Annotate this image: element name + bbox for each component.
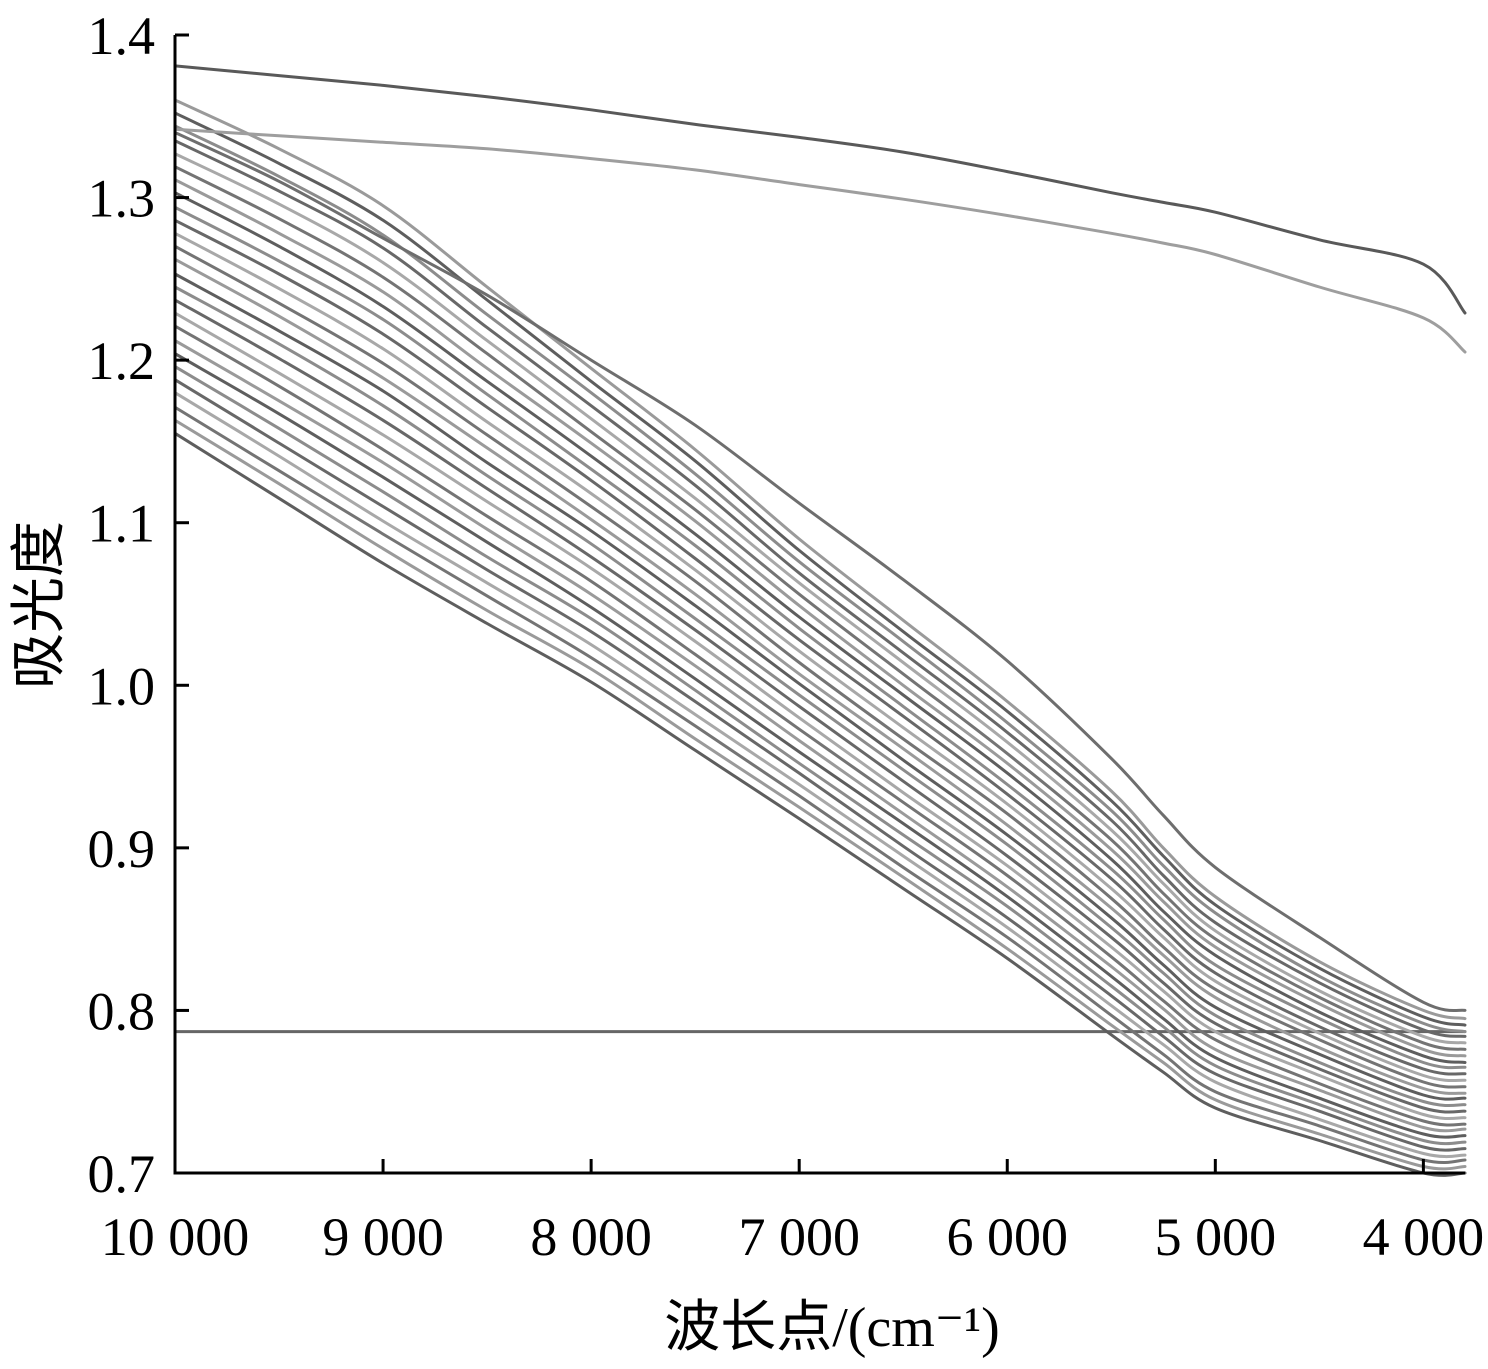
y-tick-label: 1.0 xyxy=(88,656,156,716)
y-tick-label: 0.7 xyxy=(88,1144,156,1204)
spectrum-line-10 xyxy=(175,324,1467,1127)
x-tick-label: 5 000 xyxy=(1155,1207,1277,1267)
spectrum-line-28 xyxy=(175,131,1467,1012)
spectrum-line-14 xyxy=(175,272,1467,1101)
spectrum-line-8 xyxy=(175,352,1467,1139)
y-tick-label: 0.9 xyxy=(88,819,156,879)
x-tick-label: 6 000 xyxy=(947,1207,1069,1267)
spectrum-line-13 xyxy=(175,285,1467,1108)
x-tick-label: 9 000 xyxy=(322,1207,444,1267)
spectrum-line-24 xyxy=(175,139,1467,1038)
y-tick-label: 1.1 xyxy=(88,494,156,554)
x-tick-label: 10 000 xyxy=(101,1207,250,1267)
spectrum-line-26 xyxy=(175,111,1467,1027)
spectrum-line-20 xyxy=(175,191,1467,1064)
y-tick-label: 1.3 xyxy=(88,169,156,229)
spectrum-line-25 xyxy=(175,124,1467,1034)
y-tick-label: 0.8 xyxy=(88,981,156,1041)
x-tick-label: 7 000 xyxy=(738,1207,860,1267)
x-tick-label: 4 000 xyxy=(1363,1207,1485,1267)
y-tick-label: 1.2 xyxy=(88,331,156,391)
spectrum-line-29 xyxy=(175,127,1467,354)
spectrum-line-21 xyxy=(175,178,1467,1058)
y-axis-title: 吸光度 xyxy=(9,521,71,689)
spectrum-line-7 xyxy=(175,365,1467,1146)
spectrum-line-5 xyxy=(175,391,1467,1159)
spectrum-line-19 xyxy=(175,205,1467,1070)
x-axis-ticks: 10 000 9 000 8 000 7 000 6 000 5 000 4 000 xyxy=(101,1159,1484,1267)
spectrum-line-2 xyxy=(175,431,1467,1177)
y-tick-label: 1.4 xyxy=(88,6,156,66)
spectrum-line-16 xyxy=(175,244,1467,1089)
spectrum-line-23 xyxy=(175,152,1467,1045)
spectra-lines xyxy=(175,64,1467,1177)
spectrum-line-6 xyxy=(175,378,1467,1152)
spectrum-line-15 xyxy=(175,257,1467,1095)
spectrum-line-17 xyxy=(175,231,1467,1083)
spectrum-line-4 xyxy=(175,405,1467,1165)
spectrum-line-11 xyxy=(175,311,1467,1121)
spectrum-line-9 xyxy=(175,339,1467,1133)
y-axis-ticks: 1.4 1.3 1.2 1.1 1.0 0.9 0.8 0.7 xyxy=(88,6,189,1204)
spectrum-line-30 xyxy=(175,64,1467,315)
spectrum-line-22 xyxy=(175,165,1467,1051)
spectrum-line-27 xyxy=(175,98,1467,1021)
x-tick-label: 8 000 xyxy=(530,1207,652,1267)
spectrum-line-3 xyxy=(175,418,1467,1171)
spectrum-line-18 xyxy=(175,218,1467,1076)
x-axis-title: 波长点/(cm⁻¹) xyxy=(664,1297,1000,1359)
spectrum-line-12 xyxy=(175,298,1467,1114)
